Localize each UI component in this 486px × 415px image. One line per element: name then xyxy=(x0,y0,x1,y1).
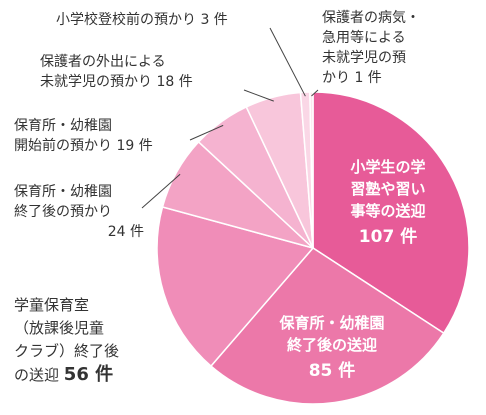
pie-slice xyxy=(309,91,314,249)
pie-slice xyxy=(156,206,315,368)
leader-line xyxy=(189,124,224,141)
leader-line xyxy=(243,89,274,102)
pie-slice xyxy=(209,247,445,405)
slice-label-shuryogo-azukari: 保育所・幼稚園 終了後の預かり 24 件 xyxy=(14,184,144,240)
slice-label-tokomae-azukari: 小学校登校前の預かり 3 件 xyxy=(56,12,228,28)
slice-label-byoki-azukari: 保護者の病気・ 急用等による 未就学児の預 かり 1 件 xyxy=(322,10,420,86)
slice-label-juku: 小学生の学 習塾や習い 事等の送迎 107 件 xyxy=(350,158,426,247)
leader-line xyxy=(311,89,319,97)
slice-label-hoikusho-sogei: 保育所・幼稚園 終了後の送迎 85 件 xyxy=(279,314,385,381)
slice-label-gaishutsu-azukari: 保護者の外出による 未就学児の預かり 18 件 xyxy=(40,54,193,90)
leader-line xyxy=(269,27,306,97)
slice-label-gakudo: 学童保育室 （放課後児童 クラブ）終了後 の送迎 56 件 xyxy=(14,296,120,385)
slice-label-kaishimae-azukari: 保育所・幼稚園 開始前の預かり 19 件 xyxy=(14,118,153,154)
leader-line xyxy=(141,173,181,209)
